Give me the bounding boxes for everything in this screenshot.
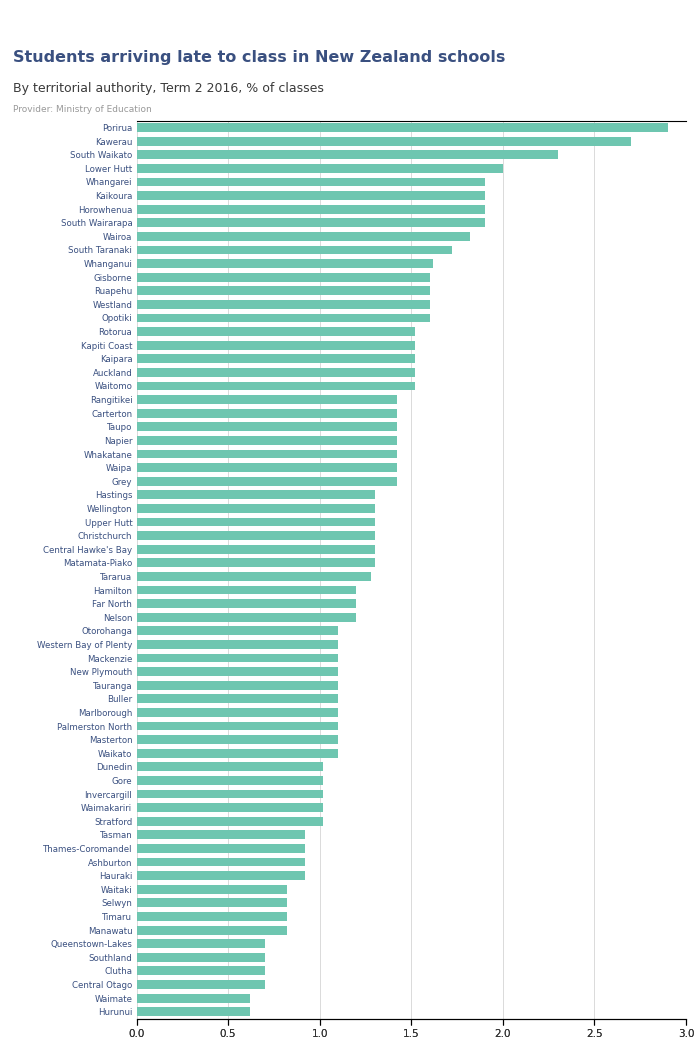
Bar bbox=[136, 613, 356, 622]
Bar bbox=[136, 531, 374, 540]
Bar bbox=[136, 463, 397, 472]
Bar bbox=[136, 831, 305, 839]
Text: figure.nz: figure.nz bbox=[569, 14, 650, 28]
Bar bbox=[136, 246, 452, 254]
Bar bbox=[136, 600, 356, 608]
Bar bbox=[136, 844, 305, 853]
Bar bbox=[136, 694, 338, 704]
Bar bbox=[136, 586, 356, 594]
Bar bbox=[136, 899, 287, 907]
Bar bbox=[136, 653, 338, 663]
Bar bbox=[136, 627, 338, 635]
Bar bbox=[136, 858, 305, 866]
Text: By territorial authority, Term 2 2016, % of classes: By territorial authority, Term 2 2016, %… bbox=[13, 82, 323, 94]
Bar bbox=[136, 490, 374, 499]
Bar bbox=[136, 790, 323, 798]
Bar bbox=[136, 328, 415, 336]
Bar bbox=[136, 721, 338, 731]
Bar bbox=[136, 205, 484, 213]
Bar bbox=[136, 952, 265, 962]
Bar bbox=[136, 680, 338, 690]
Bar bbox=[136, 408, 397, 418]
Bar bbox=[136, 803, 323, 812]
Bar bbox=[136, 354, 415, 363]
Bar bbox=[136, 518, 374, 526]
Bar bbox=[136, 477, 397, 486]
Bar bbox=[136, 273, 430, 281]
Bar bbox=[136, 980, 265, 989]
Bar bbox=[136, 667, 338, 676]
Bar bbox=[136, 300, 430, 309]
Bar bbox=[136, 177, 484, 187]
Bar bbox=[136, 912, 287, 921]
Bar bbox=[136, 314, 430, 322]
Bar bbox=[136, 368, 415, 377]
Bar bbox=[136, 545, 374, 553]
Bar bbox=[136, 762, 323, 772]
Bar bbox=[136, 218, 484, 227]
Bar bbox=[136, 150, 558, 160]
Bar bbox=[136, 381, 415, 391]
Bar bbox=[136, 708, 338, 717]
Text: Students arriving late to class in New Zealand schools: Students arriving late to class in New Z… bbox=[13, 50, 505, 65]
Bar bbox=[136, 640, 338, 649]
Bar bbox=[136, 559, 374, 567]
Bar bbox=[136, 572, 371, 581]
Bar bbox=[136, 940, 265, 948]
Bar bbox=[136, 232, 470, 240]
Bar bbox=[136, 926, 287, 934]
Bar bbox=[136, 136, 631, 146]
Bar bbox=[136, 504, 374, 512]
Bar bbox=[136, 436, 397, 445]
Bar bbox=[136, 817, 323, 825]
Bar bbox=[136, 164, 503, 173]
Bar bbox=[136, 395, 397, 404]
Bar bbox=[136, 259, 433, 268]
Bar bbox=[136, 123, 668, 132]
Bar bbox=[136, 872, 305, 880]
Bar bbox=[136, 191, 484, 200]
Bar bbox=[136, 966, 265, 975]
Bar bbox=[136, 885, 287, 894]
Bar bbox=[136, 341, 415, 350]
Bar bbox=[136, 735, 338, 744]
Bar bbox=[136, 449, 397, 459]
Bar bbox=[136, 749, 338, 758]
Bar bbox=[136, 422, 397, 432]
Bar bbox=[136, 287, 430, 295]
Bar bbox=[136, 993, 250, 1003]
Bar bbox=[136, 776, 323, 785]
Text: Provider: Ministry of Education: Provider: Ministry of Education bbox=[13, 105, 151, 114]
Bar bbox=[136, 1007, 250, 1016]
